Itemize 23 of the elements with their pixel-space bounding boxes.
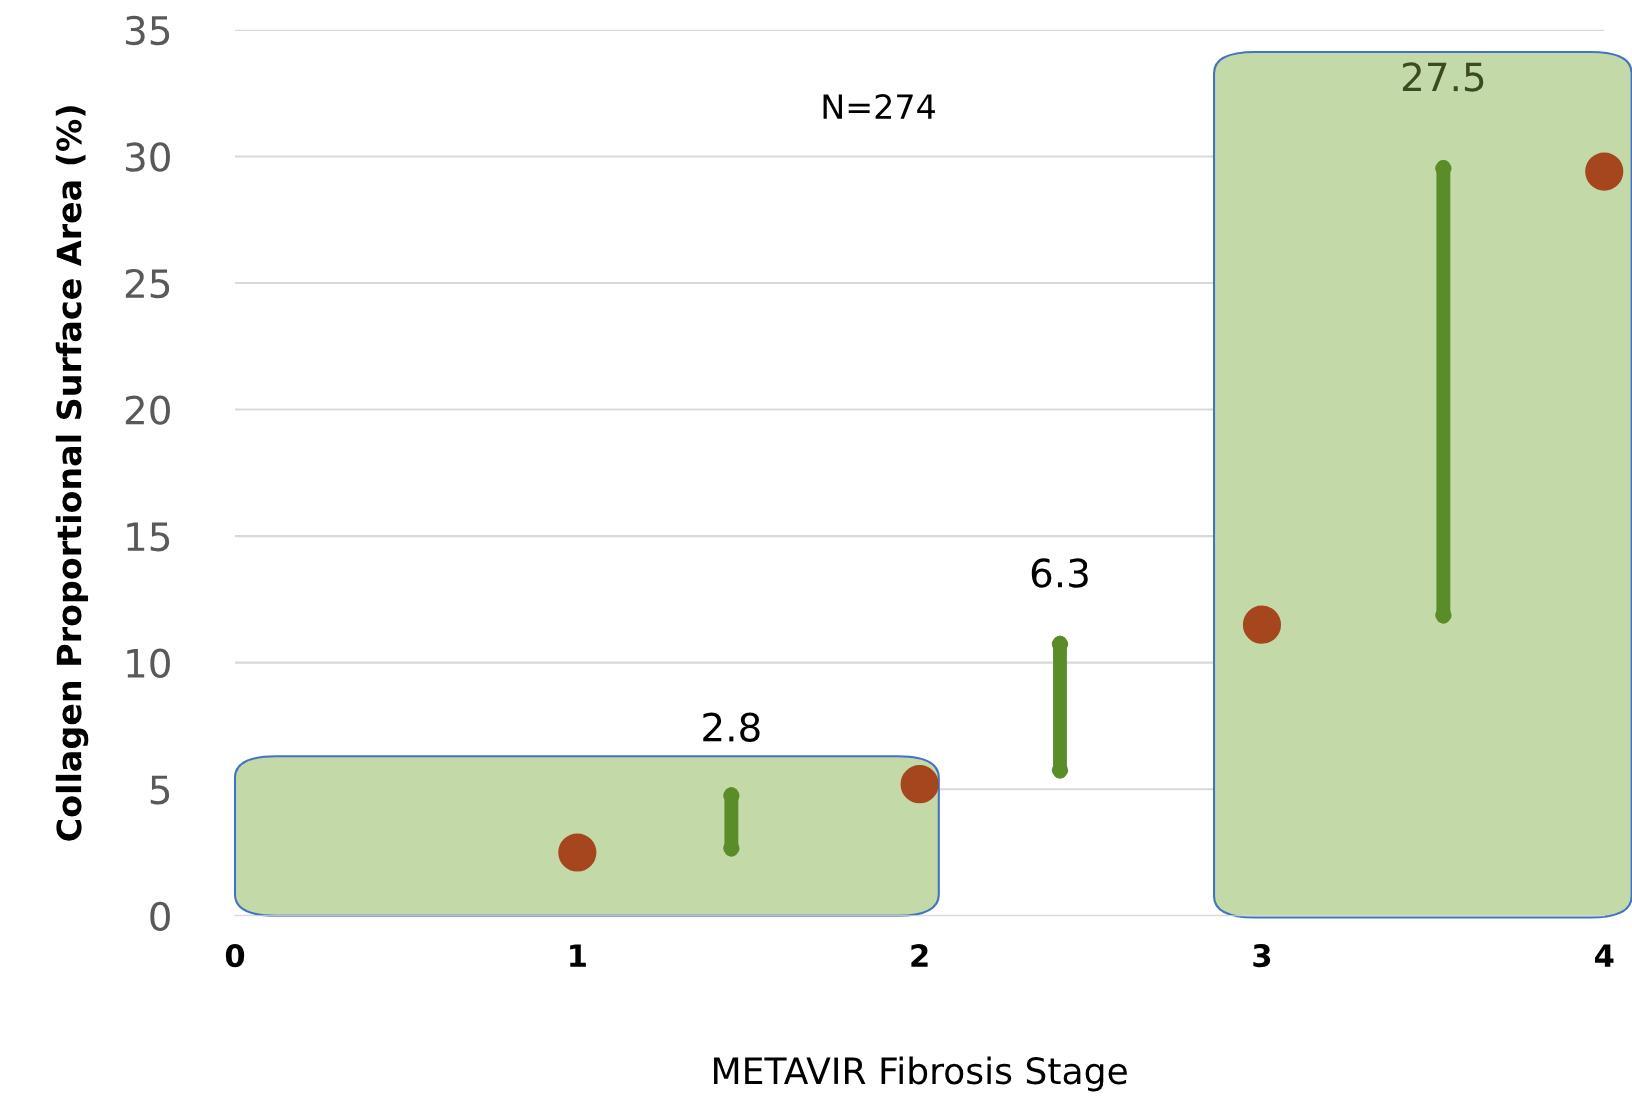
- y-tick-label: 35: [125, 15, 170, 46]
- x-tick-label: 2: [911, 944, 928, 967]
- point: [558, 833, 597, 872]
- y-tick-label: 30: [125, 142, 170, 172]
- y-tick-label: 0: [150, 901, 170, 932]
- y-tick-label: 25: [125, 268, 170, 299]
- y-tick-label: 5: [150, 775, 170, 805]
- point: [1585, 152, 1624, 191]
- annotation: 27.5: [1402, 62, 1484, 92]
- x-tick-label: 0: [225, 944, 245, 968]
- x-axis-title: METAVIR Fibrosis Stage: [714, 1056, 1127, 1092]
- x-tick-label: 4: [1595, 944, 1614, 967]
- point: [1242, 605, 1282, 644]
- point: [900, 765, 939, 804]
- x-tick-label: 1: [570, 944, 586, 967]
- y-tick-label: 15: [127, 522, 170, 552]
- y-tick-label: 10: [127, 648, 170, 678]
- y-axis-title: Collagen Proportional Surface Area (%): [55, 106, 89, 841]
- annotation: 2.8: [703, 712, 760, 742]
- annotation: N=274: [823, 94, 935, 119]
- annotation: 6.3: [1031, 558, 1088, 588]
- x-tick-label: 3: [1253, 944, 1271, 968]
- y-tick-label: 20: [125, 395, 170, 425]
